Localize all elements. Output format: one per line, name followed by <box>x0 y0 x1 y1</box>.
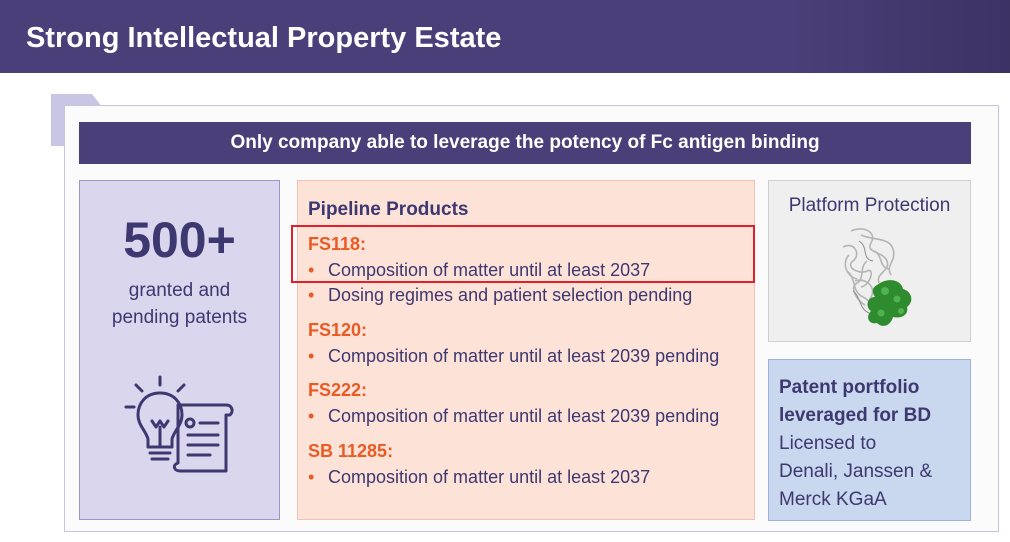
product-fs118: FS118: <box>308 234 367 254</box>
lightbulb-document-icon <box>124 375 234 473</box>
patent-count-caption: granted and pending patents <box>80 277 279 331</box>
platform-title: Platform Protection <box>788 195 951 216</box>
patent-caption-line2: pending patents <box>111 307 248 328</box>
title-bar-shade <box>790 0 1010 73</box>
pipeline-title: Pipeline Products <box>308 199 469 220</box>
portfolio-line2: Denali, Janssen & <box>779 461 933 482</box>
product-fs120: FS120: <box>308 320 368 340</box>
protein-structure-image <box>842 228 912 326</box>
product-bullet: • Composition of matter until at least 20… <box>308 406 720 426</box>
product-fs222: FS222: <box>308 380 368 400</box>
banner: Only company able to leverage the potenc… <box>79 122 971 164</box>
patent-count: 500+ <box>123 212 236 268</box>
platform-protection-box: Platform Protection <box>768 180 971 342</box>
product-bullet: • Composition of matter until at least 20… <box>308 467 651 487</box>
portfolio-licensees: Licensed to Denali, Janssen & Merck KGaA <box>779 430 932 514</box>
patents-count-box: 500+ granted and pending patents <box>79 180 280 520</box>
patent-caption-line1: granted and <box>128 280 231 301</box>
portfolio-heading-line1: Patent portfolio <box>779 377 920 398</box>
title-bar: Strong Intellectual Property Estate <box>0 0 1010 73</box>
fs118-highlight-box <box>291 225 755 283</box>
portfolio-line1: Licensed to <box>779 433 877 454</box>
portfolio-line3: Merck KGaA <box>779 489 887 510</box>
portfolio-heading: Patent portfolio leveraged for BD <box>779 374 931 430</box>
product-bullet: • Composition of matter until at least 20… <box>308 260 651 280</box>
pipeline-products-box: Pipeline Products FS118: • Composition of… <box>297 180 755 520</box>
product-bullet: • Dosing regimes and patient selection pe… <box>308 285 693 305</box>
page-title: Strong Intellectual Property Estate <box>26 22 502 54</box>
product-sb11285: SB 11285: <box>308 441 394 461</box>
product-bullet: • Composition of matter until at least 20… <box>308 346 720 366</box>
patent-portfolio-box: Patent portfolio leveraged for BD Licens… <box>768 359 971 521</box>
portfolio-heading-line2: leveraged for BD <box>779 405 932 426</box>
